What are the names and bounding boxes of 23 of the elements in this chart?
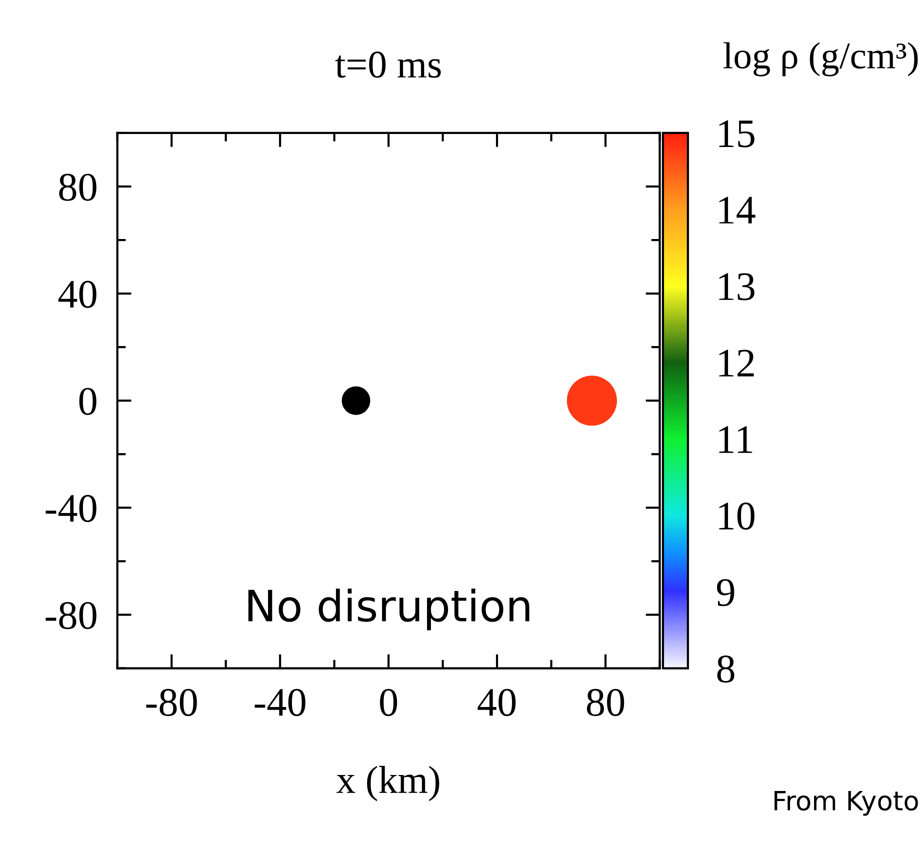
color-bar-label: 12 — [719, 350, 754, 376]
color-bar-label: 8 — [717, 655, 734, 683]
color-bar-label: 9 — [716, 579, 734, 606]
annotation: No disruption — [248, 588, 530, 630]
color-bar-label: 14 — [719, 196, 756, 224]
color-bar-label: 10 — [719, 502, 754, 530]
color-bar-label: 11 — [719, 426, 752, 453]
text: From Kyoto — [774, 791, 918, 816]
x-tick-label: -40 — [254, 688, 306, 716]
color-bar-label: 15 — [719, 120, 754, 148]
x-tick-label: 80 — [586, 688, 624, 716]
x-tick-label: -80 — [146, 688, 197, 716]
x-tick-label: 0 — [380, 688, 398, 716]
x-tick-label: 40 — [478, 688, 516, 716]
y-tick-label: -40 — [46, 494, 96, 522]
chart-title: t=0 ms — [335, 52, 441, 78]
y-tick-label: 40 — [58, 280, 96, 308]
y-tick-label: 0 — [79, 388, 96, 415]
x-axis-title: x (km) — [336, 766, 440, 802]
color-bar-title: log ρ (g/cm³) — [724, 42, 918, 76]
color-bar-label: 13 — [719, 273, 754, 300]
y-tick-label: 80 — [59, 174, 96, 201]
y-tick-label: -80 — [46, 602, 96, 630]
